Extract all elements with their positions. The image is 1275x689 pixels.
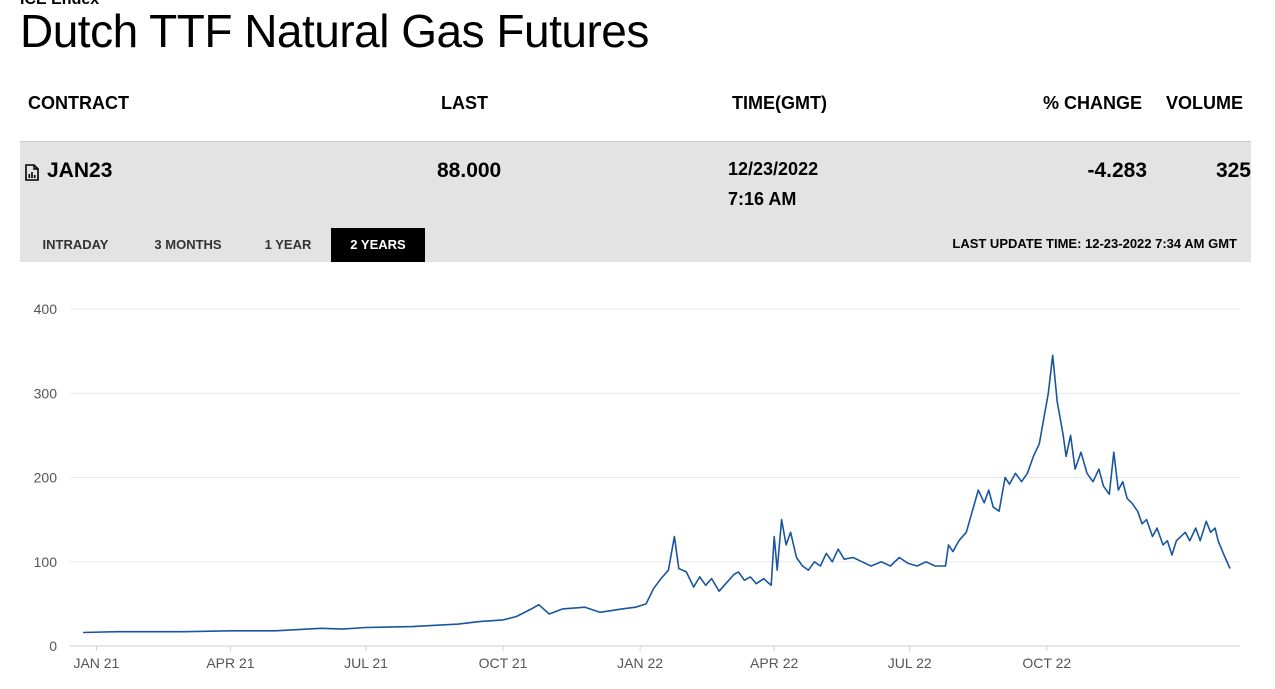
x-tick-label: JAN 21	[73, 655, 119, 671]
x-tick-label: JUL 21	[344, 655, 388, 671]
column-header-volume: VOLUME	[1165, 93, 1243, 113]
chart-document-icon[interactable]	[25, 164, 39, 181]
column-header-last: LAST	[441, 93, 488, 113]
column-header-time: TIME(GMT)	[732, 93, 827, 113]
x-tick-label: JAN 22	[617, 655, 663, 671]
y-tick-label: 400	[34, 301, 58, 317]
page-title: Dutch TTF Natural Gas Futures	[20, 5, 649, 57]
tab-2-years[interactable]: 2 YEARS	[331, 228, 425, 262]
x-tick-label: OCT 21	[479, 655, 528, 671]
header-divider	[20, 141, 1251, 142]
trade-date: 12/23/2022	[728, 159, 819, 179]
x-tick-label: JUL 22	[888, 655, 932, 671]
tab-3-months[interactable]: 3 MONTHS	[154, 237, 222, 252]
last-price: 88.000	[437, 159, 502, 182]
exchange-label: ICE Endex	[20, 0, 99, 8]
x-tick-label: APR 21	[206, 655, 254, 671]
contract-name[interactable]: JAN23	[47, 159, 113, 182]
column-header-change: % CHANGE	[1042, 93, 1142, 113]
x-tick-label: OCT 22	[1022, 655, 1071, 671]
volume-value: 325	[1215, 159, 1251, 182]
y-tick-label: 300	[34, 385, 58, 401]
tab-intraday[interactable]: INTRADAY	[42, 237, 109, 252]
price-series-line	[82, 354, 1231, 634]
tab-1-year[interactable]: 1 YEAR	[264, 237, 312, 252]
column-header-contract: CONTRACT	[28, 93, 129, 113]
y-tick-label: 0	[49, 638, 57, 654]
percent-change: -4.283	[1087, 159, 1147, 182]
range-tabs: INTRADAY 3 MONTHS 1 YEAR 2 YEARS LAST UP…	[20, 228, 1251, 262]
price-chart: 0 100 200 300 400 JAN 21 APR 21 JUL 21 OCT 21 JA…	[34, 301, 1240, 671]
table-row[interactable]: JAN23 88.000 12/23/2022 7:16 AM -4.283 3…	[20, 142, 1251, 228]
y-tick-label: 200	[34, 470, 58, 486]
y-tick-label: 100	[34, 554, 58, 570]
x-tick-label: APR 22	[750, 655, 798, 671]
last-update-time: LAST UPDATE TIME: 12-23-2022 7:34 AM GMT	[952, 236, 1237, 251]
trade-time: 7:16 AM	[728, 189, 797, 209]
